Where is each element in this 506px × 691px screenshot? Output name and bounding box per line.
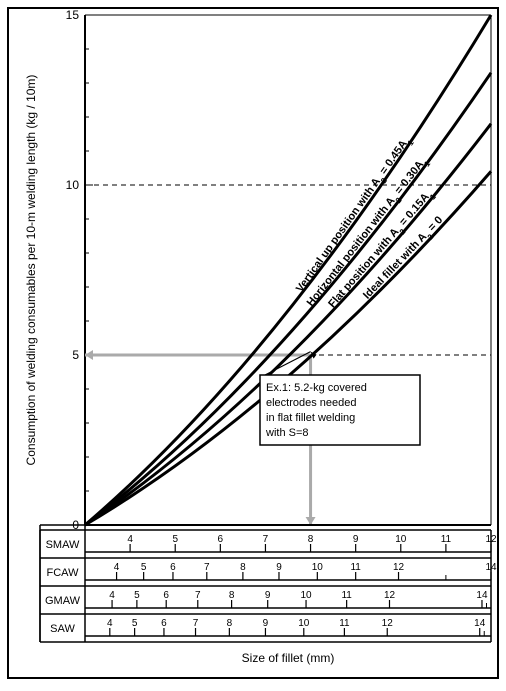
process-tick-label: 9 [263, 618, 269, 629]
process-tick-label: 11 [350, 562, 361, 573]
process-label: FCAW [47, 567, 80, 579]
process-tick-label: 7 [204, 562, 210, 573]
process-tick-label: 5 [134, 590, 140, 601]
example-arrow-left [85, 350, 93, 360]
process-tick-label: 4 [107, 618, 113, 629]
process-tick-label: 12 [382, 618, 394, 629]
process-tick-label: 14 [474, 618, 486, 629]
process-tick-label: 5 [172, 534, 178, 545]
process-tick-label: 5 [141, 562, 147, 573]
callout-text: Ex.1: 5.2-kg covered [266, 382, 367, 394]
process-tick-label: 7 [195, 590, 201, 601]
process-tick-label: 12 [393, 562, 405, 573]
curve-horizontal-030 [85, 73, 491, 525]
chart-frame: 051015Consumption of welding consumables… [0, 0, 506, 691]
process-tick-label: 7 [193, 618, 199, 629]
y-axis-label: Consumption of welding consumables per 1… [24, 75, 38, 466]
process-tick-label: 11 [441, 534, 452, 545]
process-tick-label: 4 [127, 534, 133, 545]
process-tick-label: 10 [300, 590, 312, 601]
process-tick-label: 7 [263, 534, 269, 545]
process-label: GMAW [45, 595, 81, 607]
process-tick-label: 10 [395, 534, 407, 545]
process-tick-label: 8 [229, 590, 235, 601]
chart-svg: 051015Consumption of welding consumables… [0, 0, 506, 686]
process-tick-label: 6 [170, 562, 176, 573]
callout-text: with S=8 [265, 427, 309, 439]
process-tick-label: 14 [476, 590, 488, 601]
process-tick-label: 11 [339, 618, 350, 629]
process-tick-label: 6 [163, 590, 169, 601]
process-tick-label: 6 [161, 618, 167, 629]
process-tick-label: 12 [384, 590, 396, 601]
outer-border [8, 8, 498, 678]
process-tick-label: 6 [218, 534, 224, 545]
process-tick-label: 9 [353, 534, 359, 545]
process-tick-label: 9 [265, 590, 271, 601]
y-tick-label: 15 [66, 8, 80, 22]
curve-vertical-045 [85, 15, 491, 525]
y-tick-label: 5 [72, 348, 79, 362]
y-tick-label: 10 [66, 178, 80, 192]
process-tick-label: 11 [341, 590, 352, 601]
callout-text: electrodes needed [266, 397, 357, 409]
process-tick-label: 9 [276, 562, 282, 573]
process-tick-label: 4 [109, 590, 115, 601]
example-arrow-down [306, 517, 316, 525]
process-label: SAW [50, 623, 75, 635]
process-tick-label: 8 [240, 562, 246, 573]
process-tick-label: 5 [132, 618, 138, 629]
process-tick-label: 4 [114, 562, 120, 573]
process-tick-label: 8 [308, 534, 314, 545]
process-tick-label: 10 [312, 562, 324, 573]
x-axis-label: Size of fillet (mm) [242, 651, 335, 665]
callout-text: in flat fillet welding [266, 412, 355, 424]
process-tick-label: 10 [298, 618, 310, 629]
process-tick-label: 8 [227, 618, 233, 629]
curve-flat-015 [85, 124, 491, 525]
process-label: SMAW [46, 539, 80, 551]
